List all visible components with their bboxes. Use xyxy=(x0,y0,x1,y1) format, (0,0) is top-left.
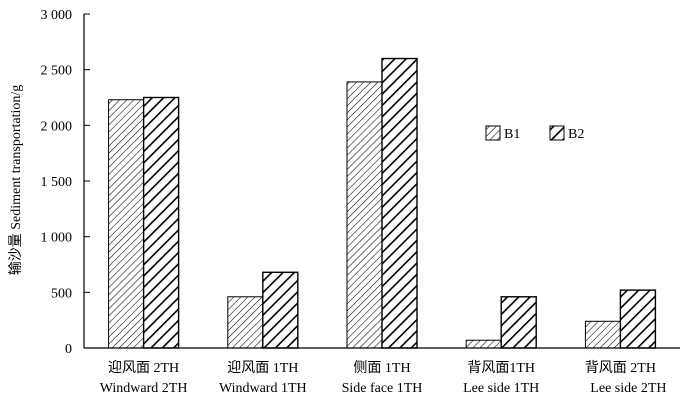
y-axis-ticks: 0 500 1 000 1 500 2 000 2 500 3 000 xyxy=(41,8,90,357)
bar-b1 xyxy=(346,81,383,349)
bar-b2 xyxy=(142,96,180,349)
bar-b1 xyxy=(584,320,621,349)
legend: B1 B2 xyxy=(485,125,584,142)
y-tick-label: 1 500 xyxy=(41,175,73,190)
y-tick-label: 500 xyxy=(51,286,72,301)
bar-b2 xyxy=(262,271,299,349)
bar-b1 xyxy=(227,296,264,349)
category-label-en: Lee side 2TH xyxy=(590,381,666,396)
category-label-zh: 迎风面 1TH xyxy=(227,360,298,376)
legend-label-b1: B1 xyxy=(504,127,520,142)
category-label-zh: 侧面 1TH xyxy=(353,360,410,376)
axes xyxy=(83,14,680,349)
category-label-zh: 迎风面 2TH xyxy=(108,360,179,376)
bar-b1 xyxy=(108,99,145,349)
y-axis-title: 输沙量 Sediment transportation/g xyxy=(8,85,24,276)
y-tick-label: 1 000 xyxy=(41,231,73,246)
bar-b2 xyxy=(619,289,657,349)
bar-b2 xyxy=(381,57,418,349)
y-tick-label: 0 xyxy=(65,342,72,357)
bar-b1 xyxy=(465,339,502,349)
legend-swatch-b2 xyxy=(549,125,565,141)
category-labels: 迎风面 2TH Windward 2TH 迎风面 1TH Windward 1TH 侧面… xyxy=(100,360,667,396)
category-label-en: Side face 1TH xyxy=(342,381,423,396)
category-label-zh: 背风面1TH xyxy=(467,360,535,376)
category-label-en: Windward 2TH xyxy=(100,381,188,396)
bar-b2 xyxy=(500,296,537,349)
bars xyxy=(108,57,657,349)
legend-label-b2: B2 xyxy=(568,127,584,142)
legend-swatch-b1 xyxy=(485,125,501,141)
category-label-en: Lee side 1TH xyxy=(463,381,539,396)
y-tick-label: 2 500 xyxy=(41,64,73,79)
y-tick-label: 3 000 xyxy=(41,8,73,23)
y-tick-label: 2 000 xyxy=(41,119,73,134)
category-label-zh: 背风面 2TH xyxy=(585,360,656,376)
category-label-en: Windward 1TH xyxy=(219,381,307,396)
